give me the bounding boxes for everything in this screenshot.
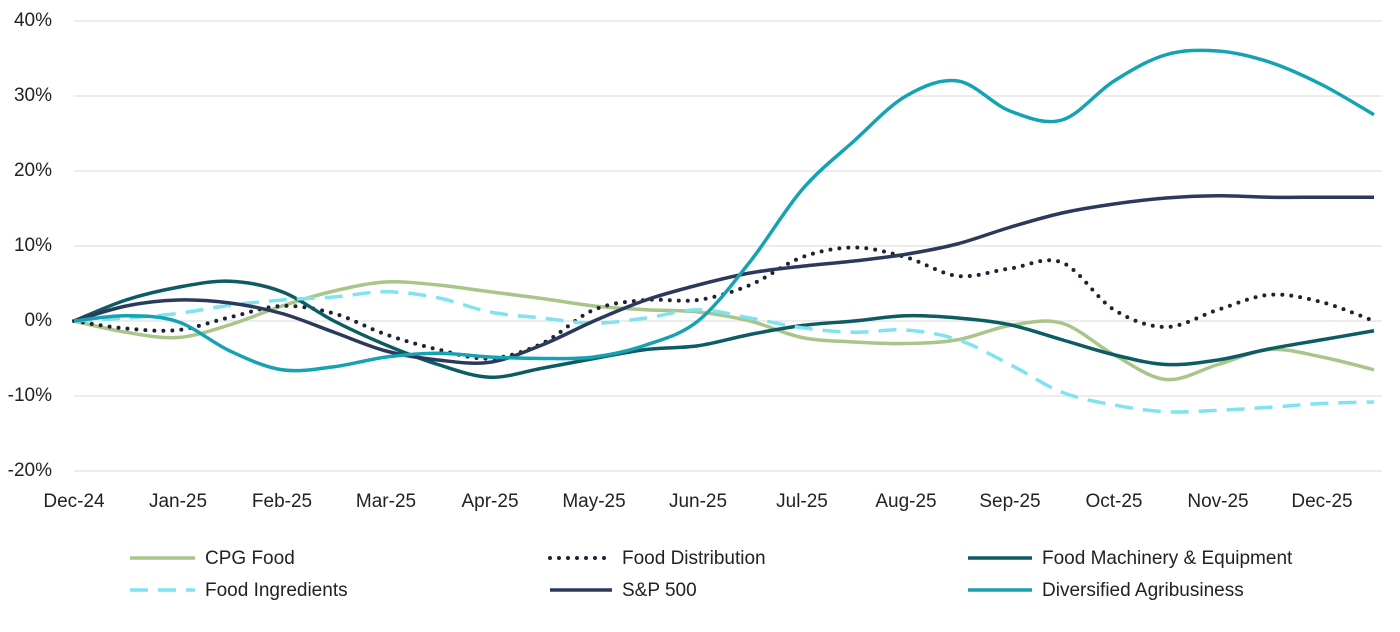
x-tick-label: Jul-25 [776, 491, 828, 512]
legend-label: Food Distribution [622, 548, 766, 569]
y-tick-label: 0% [25, 310, 53, 331]
series-line [73, 193, 1374, 365]
series-line [73, 279, 1375, 380]
y-tick-label: 40% [14, 10, 52, 31]
x-tick-label: Sep-25 [979, 491, 1040, 512]
x-tick-label: Dec-24 [43, 491, 105, 512]
x-tick-label: Mar-25 [356, 491, 416, 512]
series-line [73, 289, 1375, 414]
legend-label: CPG Food [205, 548, 295, 569]
y-tick-label: 10% [14, 235, 52, 256]
legend-label: Food Ingredients [205, 580, 348, 601]
x-tick-label: Oct-25 [1085, 491, 1142, 512]
y-tick-label: -10% [8, 385, 52, 406]
x-tick-label: Feb-25 [252, 491, 312, 512]
legend-label: Diversified Agribusiness [1042, 580, 1244, 601]
y-tick-label: 20% [14, 160, 52, 181]
x-tick-label: Apr-25 [461, 491, 518, 512]
series-line [72, 245, 1376, 361]
series-line [73, 48, 1375, 373]
x-tick-label: Jun-25 [669, 491, 727, 512]
x-tick-label: May-25 [562, 491, 625, 512]
x-tick-label: Jan-25 [149, 491, 207, 512]
x-tick-label: Dec-25 [1291, 491, 1352, 512]
legend-label: Food Machinery & Equipment [1042, 548, 1293, 569]
y-tick-label: 30% [14, 85, 52, 106]
x-tick-label: Aug-25 [875, 491, 936, 512]
x-tick-label: Nov-25 [1187, 491, 1248, 512]
legend-label: S&P 500 [622, 580, 697, 601]
y-tick-label: -20% [8, 460, 52, 481]
